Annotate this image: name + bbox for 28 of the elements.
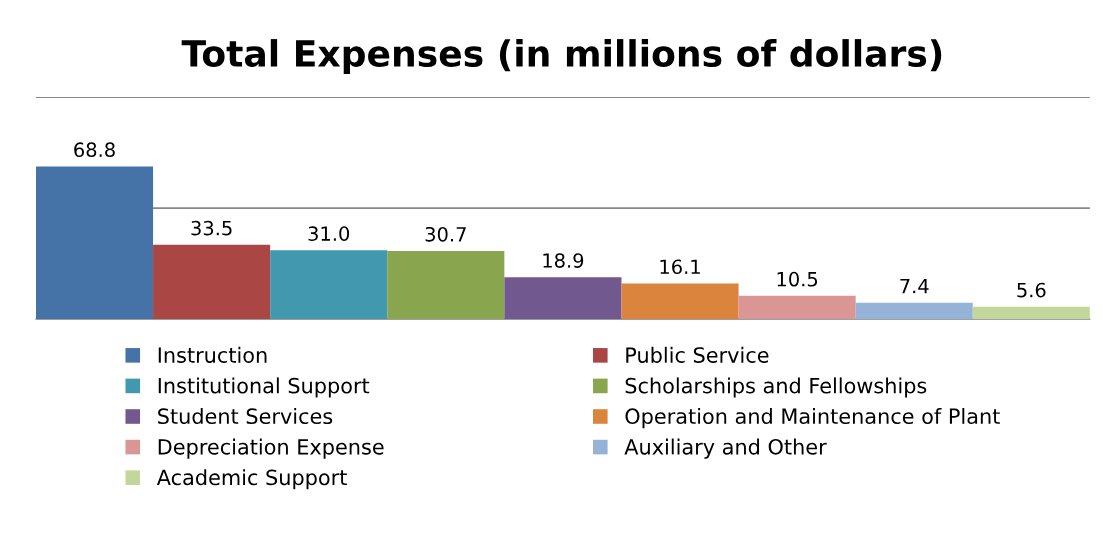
bar (270, 250, 388, 320)
legend-label: Public Service (626, 346, 769, 363)
legend-label: Scholarships and Fellowships (625, 377, 927, 398)
legend-label: Student Services (158, 407, 333, 425)
chart-title: Total Expenses (in millions of dollars) (181, 39, 942, 75)
bar (738, 295, 856, 320)
legend-label: Operation and Maintenance of Plant (625, 407, 1000, 429)
bar (504, 277, 622, 320)
data-label: 10.5 (777, 271, 818, 287)
legend-label: Auxiliary and Other (624, 438, 827, 459)
bar (35, 166, 154, 320)
data-label: 68.8 (74, 142, 115, 158)
data-label: 16.1 (660, 259, 700, 275)
data-label: 5.6 (1017, 282, 1046, 298)
data-label: 7.4 (900, 278, 929, 294)
bar (855, 302, 973, 320)
data-label: 33.5 (191, 220, 232, 236)
bar (387, 251, 505, 320)
bar (153, 244, 271, 320)
legend-label: Academic Support (156, 469, 347, 490)
data-label: 30.7 (425, 226, 466, 242)
data-label: 31.0 (308, 226, 350, 242)
data-label: 18.9 (543, 253, 584, 268)
legend-label: Instruction (158, 346, 267, 363)
legend-label: Depreciation Expense (158, 438, 384, 459)
bar (972, 306, 1090, 320)
legend-label: Institutional Support (158, 377, 370, 398)
bar (621, 283, 739, 320)
